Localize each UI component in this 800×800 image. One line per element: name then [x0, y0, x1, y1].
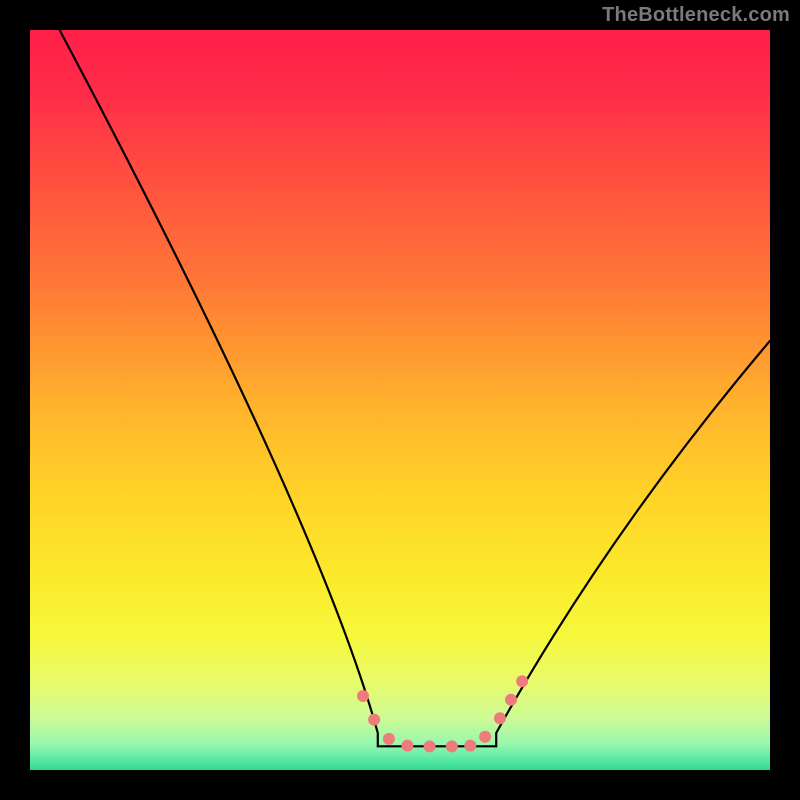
gradient-background	[30, 30, 770, 770]
marker-point	[494, 712, 506, 724]
marker-point	[368, 714, 380, 726]
marker-point	[424, 740, 436, 752]
marker-point	[464, 740, 476, 752]
marker-point	[401, 740, 413, 752]
marker-point	[479, 731, 491, 743]
marker-point	[516, 675, 528, 687]
chart-frame: TheBottleneck.com	[0, 0, 800, 800]
marker-point	[446, 740, 458, 752]
marker-point	[383, 733, 395, 745]
marker-point	[357, 690, 369, 702]
bottleneck-chart	[0, 0, 800, 800]
marker-point	[505, 694, 517, 706]
watermark-text: TheBottleneck.com	[602, 4, 790, 27]
